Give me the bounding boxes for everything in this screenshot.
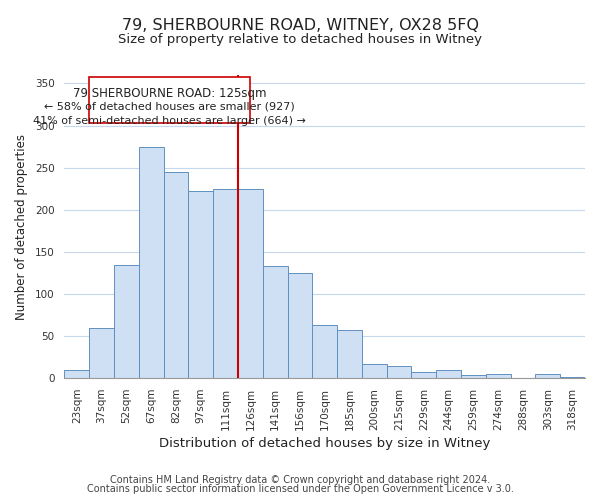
Bar [535,374,560,378]
Text: Contains public sector information licensed under the Open Government Licence v : Contains public sector information licen… [86,484,514,494]
Bar [313,325,337,378]
Text: ← 58% of detached houses are smaller (927): ← 58% of detached houses are smaller (92… [44,102,295,112]
Text: Size of property relative to detached houses in Witney: Size of property relative to detached ho… [118,32,482,46]
Bar [89,76,250,123]
X-axis label: Distribution of detached houses by size in Witney: Distribution of detached houses by size … [159,437,490,450]
Bar [362,364,386,378]
Bar [461,375,486,378]
Bar [188,191,213,378]
Bar [287,273,313,378]
Bar [486,374,511,378]
Text: 79, SHERBOURNE ROAD, WITNEY, OX28 5FQ: 79, SHERBOURNE ROAD, WITNEY, OX28 5FQ [121,18,479,32]
Bar [139,146,164,378]
Bar [263,266,287,378]
Bar [386,366,412,378]
Bar [213,188,238,378]
Bar [337,330,362,378]
Y-axis label: Number of detached properties: Number of detached properties [15,134,28,320]
Bar [64,370,89,378]
Text: 41% of semi-detached houses are larger (664) →: 41% of semi-detached houses are larger (… [34,116,306,126]
Bar [436,370,461,378]
Bar [89,328,114,378]
Bar [164,172,188,378]
Text: Contains HM Land Registry data © Crown copyright and database right 2024.: Contains HM Land Registry data © Crown c… [110,475,490,485]
Bar [412,372,436,378]
Bar [114,264,139,378]
Bar [238,188,263,378]
Bar [560,376,585,378]
Text: 79 SHERBOURNE ROAD: 125sqm: 79 SHERBOURNE ROAD: 125sqm [73,87,266,100]
